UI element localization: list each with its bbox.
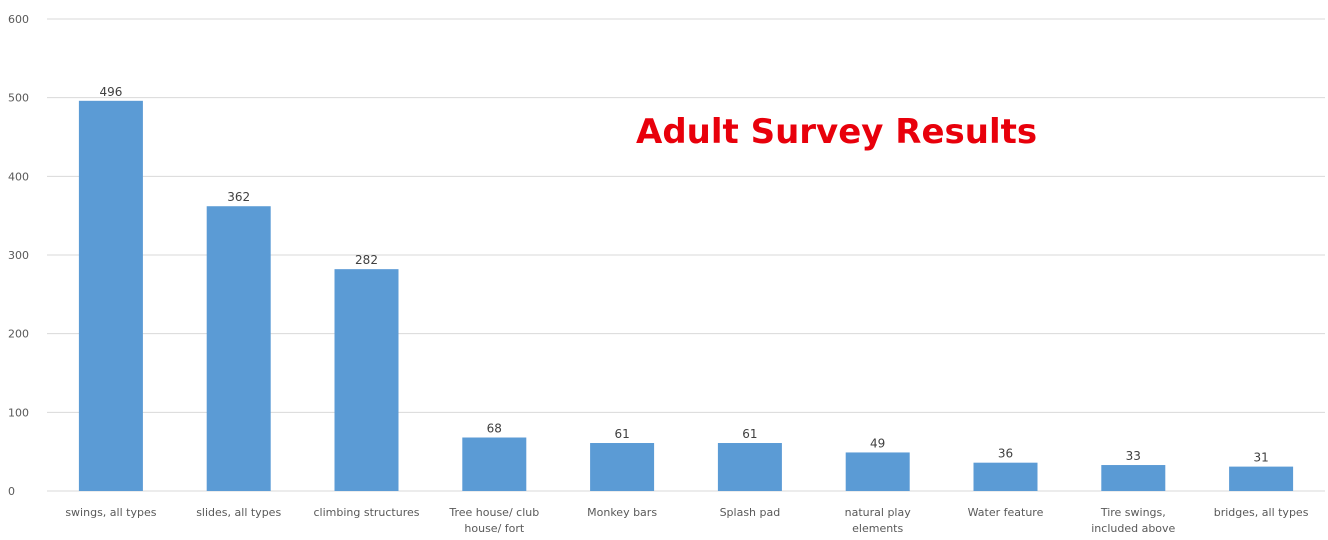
data-label: 61 <box>614 427 629 441</box>
x-axis: swings, all types slides, all types climbi… <box>65 506 1308 535</box>
x-tick-label: climbing structures <box>313 506 419 519</box>
data-label: 33 <box>1126 449 1141 463</box>
bars <box>78 100 1294 492</box>
x-tick-label: swings, all types <box>65 506 156 519</box>
x-tick-label: Splash pad <box>720 506 781 519</box>
x-tick-label: slides, all types <box>196 506 281 519</box>
x-tick-label: Tree house/ club house/ fort <box>448 506 539 535</box>
bar <box>973 462 1038 491</box>
bar <box>334 269 399 491</box>
bar <box>717 443 782 491</box>
y-axis: 0 100 200 300 400 500 600 <box>8 13 29 498</box>
chart-overlay-title: Adult Survey Results <box>636 112 1038 152</box>
data-labels: 496 362 282 68 61 61 49 36 33 31 <box>99 85 1268 465</box>
data-label: 36 <box>998 447 1013 461</box>
y-tick-label: 200 <box>8 328 29 341</box>
data-label: 49 <box>870 436 885 450</box>
x-tick-label: natural play elements <box>845 506 912 535</box>
bar <box>462 437 527 491</box>
y-tick-label: 400 <box>8 170 29 183</box>
y-tick-label: 100 <box>8 406 29 419</box>
x-tick-label: Water feature <box>968 506 1044 519</box>
bar <box>1229 466 1294 491</box>
data-label: 362 <box>227 190 250 204</box>
data-label: 68 <box>487 422 502 436</box>
data-label: 61 <box>742 427 757 441</box>
bar <box>78 100 143 492</box>
data-label: 496 <box>99 85 122 99</box>
y-tick-label: 300 <box>8 249 29 262</box>
y-tick-label: 0 <box>8 485 15 498</box>
data-label: 31 <box>1253 451 1268 465</box>
bar <box>1101 465 1166 491</box>
y-tick-label: 600 <box>8 13 29 26</box>
data-label: 282 <box>355 253 378 267</box>
y-tick-label: 500 <box>8 92 29 105</box>
x-tick-label: Monkey bars <box>587 506 657 519</box>
x-tick-label: bridges, all types <box>1214 506 1309 519</box>
bar <box>590 443 655 491</box>
bar <box>206 206 271 491</box>
bar <box>845 452 910 491</box>
x-tick-label: Tire swings, included above <box>1091 506 1175 535</box>
